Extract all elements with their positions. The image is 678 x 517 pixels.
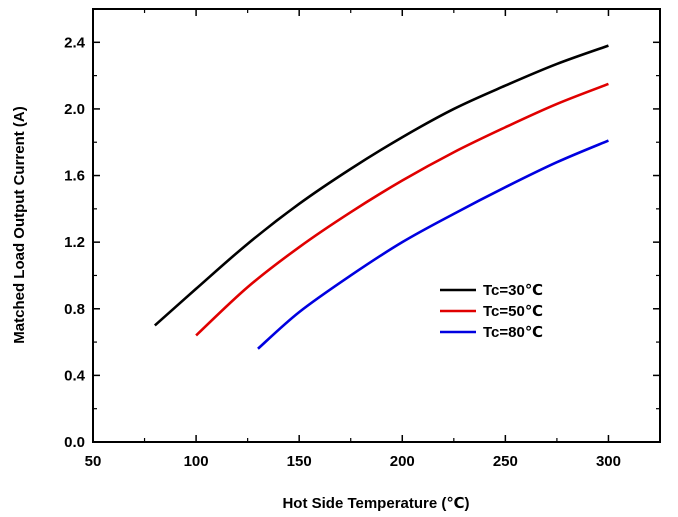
series-line-3 xyxy=(257,139,609,350)
legend-label-2: Tc=50℃ xyxy=(483,303,543,320)
x-axis: 50 100 150 200 250 300 xyxy=(85,9,621,470)
x-tick-label: 300 xyxy=(596,453,621,470)
legend: Tc=30℃ Tc=50℃ Tc=80℃ xyxy=(440,282,543,341)
series-line-1 xyxy=(153,44,609,327)
y-tick-label: 2.0 xyxy=(64,101,85,118)
y-tick-label: 2.4 xyxy=(64,34,86,51)
y-tick-label: 0.0 xyxy=(64,434,85,451)
plot-frame xyxy=(92,8,661,443)
y-axis-label: Matched Load Output Current (A) xyxy=(11,106,28,343)
y-tick-label: 0.4 xyxy=(64,367,86,384)
x-axis-label: Hot Side Temperature (℃) xyxy=(282,495,469,512)
x-tick-label: 50 xyxy=(85,453,102,470)
x-tick-label: 100 xyxy=(184,453,209,470)
series-layer xyxy=(153,44,609,350)
x-tick-label: 250 xyxy=(493,453,518,470)
x-tick-label: 200 xyxy=(390,453,415,470)
series-line-2 xyxy=(195,82,609,337)
legend-label-1: Tc=30℃ xyxy=(483,282,543,299)
y-tick-label: 0.8 xyxy=(64,301,85,318)
y-tick-label: 1.2 xyxy=(64,234,85,251)
x-tick-label: 150 xyxy=(287,453,312,470)
y-tick-label: 1.6 xyxy=(64,168,85,185)
legend-label-3: Tc=80℃ xyxy=(483,324,543,341)
y-axis: 0.0 0.4 0.8 1.2 1.6 2.0 2.4 xyxy=(64,34,660,451)
